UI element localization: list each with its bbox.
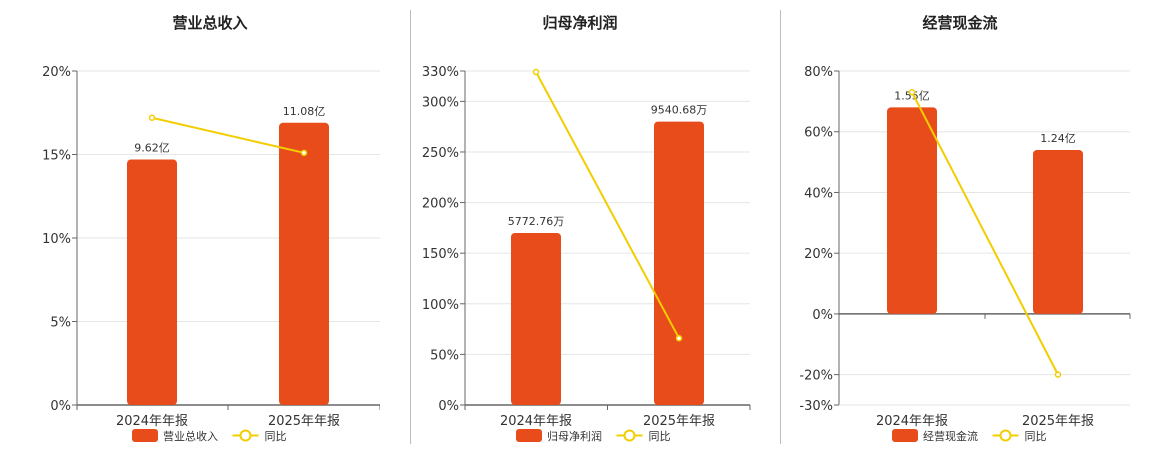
x-category-label: 2024年年报	[500, 414, 572, 429]
bar-data-label: 11.08亿	[283, 105, 326, 118]
y-tick-label: 5%	[50, 316, 71, 331]
revenue-chart: 营业总收入 0% 5% 10% 15% 20% 9.62亿 2024年年报 11.08亿 2025…	[42, 14, 380, 443]
y-tick-label: 60%	[804, 126, 833, 141]
yoy-point[interactable]	[532, 68, 540, 76]
x-category-label: 2025年年报	[1022, 414, 1094, 429]
chart-title: 归母净利润	[542, 14, 617, 32]
y-tick-label: 15%	[42, 149, 71, 164]
y-tick-label: 300%	[422, 95, 459, 110]
y-tick-label: 20%	[42, 65, 71, 80]
yoy-line	[535, 71, 680, 339]
yoy-line	[151, 116, 305, 154]
bar-data-label: 5772.76万	[508, 215, 565, 228]
y-tick-label: 150%	[422, 247, 459, 262]
bar-data-label: 1.24亿	[1040, 132, 1076, 145]
bar[interactable]	[279, 122, 329, 406]
bar-data-label: 1.55亿	[894, 89, 930, 102]
yoy-point[interactable]	[1054, 371, 1062, 378]
y-tick-label: 50%	[430, 348, 459, 363]
bar[interactable]	[1033, 149, 1083, 314]
y-tick-label: 330%	[422, 65, 459, 80]
y-tick-label: 100%	[422, 298, 459, 313]
y-tick-label: 0%	[438, 399, 459, 414]
y-tick-label: 0%	[50, 399, 71, 414]
yoy-point[interactable]	[675, 334, 683, 342]
x-category-label: 2025年年报	[268, 414, 340, 429]
yoy-point[interactable]	[300, 149, 308, 157]
legend-line-label: 同比	[649, 430, 671, 443]
y-tick-label: 0%	[812, 308, 833, 323]
chart-panel-revenue: 营业总收入 0% 5% 10% 15% 20% 9.62亿 2024年年报 11.08亿 2025…	[0, 0, 380, 450]
yoy-point[interactable]	[148, 114, 156, 122]
yoy-point[interactable]	[908, 89, 916, 96]
bar[interactable]	[887, 107, 937, 314]
chart-panel-net-profit: 归母净利润 0% 50% 100% 150% 200% 250% 300% 330% 5772.7…	[390, 0, 770, 450]
net-profit-chart: 归母净利润 0% 50% 100% 150% 200% 250% 300% 330% 5772.7…	[422, 14, 751, 443]
cash-flow-chart: 经营现金流 -30% -20% 0% 20% 40% 60% 80% 1.55亿 2024年年报 1…	[799, 14, 1131, 443]
y-tick-label: -20%	[799, 369, 833, 384]
legend-bar-label: 经营现金流	[923, 429, 978, 443]
legend-line-marker	[999, 429, 1012, 442]
legend-line-marker	[623, 429, 636, 442]
chart-panel-cash-flow: 经营现金流 -30% -20% 0% 20% 40% 60% 80% 1.55亿 2024年年报 1…	[770, 0, 1150, 450]
bar-data-label: 9540.68万	[651, 104, 708, 117]
legend-bar-label: 归母净利润	[547, 429, 602, 443]
y-tick-label: 250%	[422, 146, 459, 161]
bar[interactable]	[654, 121, 704, 405]
y-tick-label: 200%	[422, 197, 459, 212]
chart-title: 经营现金流	[922, 14, 997, 32]
legend-bar-swatch	[516, 429, 542, 442]
legend-line-label: 同比	[265, 430, 287, 443]
legend-bar-swatch	[132, 429, 158, 442]
yoy-line	[911, 91, 1059, 376]
panel-divider	[780, 10, 781, 444]
x-category-label: 2025年年报	[643, 414, 715, 429]
bar-data-label: 9.62亿	[134, 142, 170, 155]
y-tick-label: 20%	[804, 247, 833, 262]
y-tick-label: 40%	[804, 186, 833, 201]
legend-line-marker	[239, 429, 252, 442]
chart-title: 营业总收入	[172, 14, 247, 32]
bar[interactable]	[127, 159, 177, 405]
bar[interactable]	[511, 232, 561, 405]
legend-bar-swatch	[892, 429, 918, 442]
panel-divider	[410, 10, 411, 444]
y-tick-label: 10%	[42, 232, 71, 247]
legend-bar-label: 营业总收入	[163, 429, 218, 443]
x-category-label: 2024年年报	[876, 414, 948, 429]
y-tick-label: -30%	[799, 399, 833, 414]
y-tick-label: 80%	[804, 65, 833, 80]
x-category-label: 2024年年报	[116, 414, 188, 429]
legend-line-label: 同比	[1025, 430, 1047, 443]
